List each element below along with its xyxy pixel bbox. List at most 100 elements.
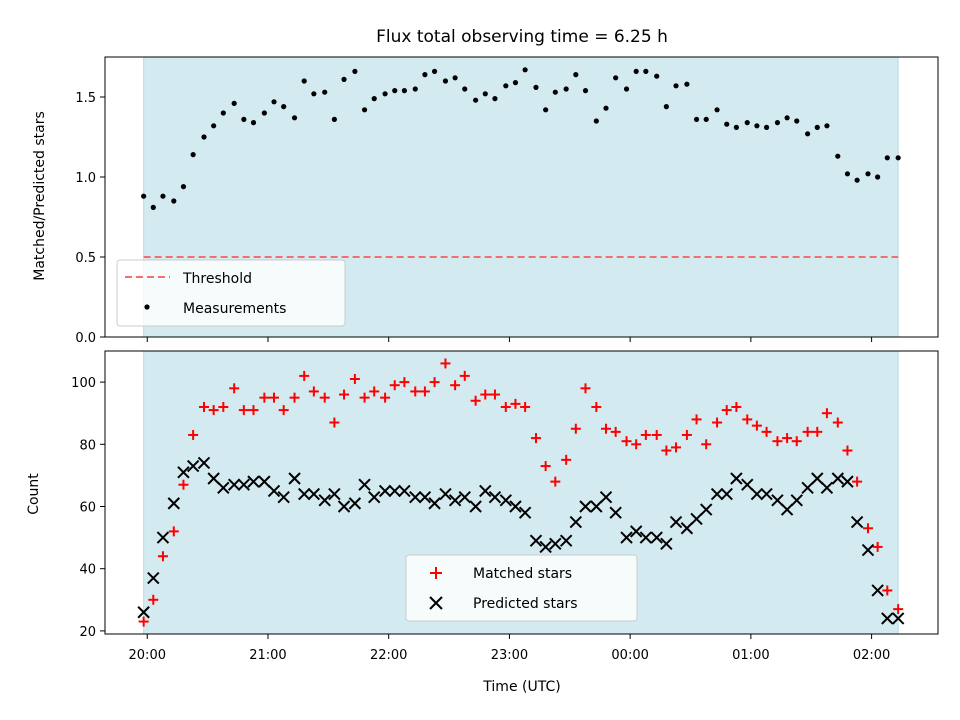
matched-star-point: [610, 426, 621, 437]
predicted-star-point-d2: [639, 531, 653, 544]
predicted-star-point: [780, 503, 794, 516]
matched-star-point: [520, 401, 531, 412]
measurement-point: [744, 120, 750, 126]
matched-star-point: [842, 445, 853, 456]
measurement-point: [763, 124, 770, 130]
predicted-star-point: [267, 484, 281, 498]
measurement-point: [160, 193, 166, 199]
matched-star-point: [550, 476, 561, 487]
measurement-point: [512, 80, 519, 86]
matched-star-point: [248, 405, 259, 416]
predicted-star-point-d2: [590, 500, 603, 513]
matched-star-point: [489, 389, 500, 400]
y-tick-label: 0.5: [75, 251, 96, 266]
matched-star-point: [580, 383, 591, 394]
measurement-point: [875, 174, 881, 180]
predicted-star-point: [186, 459, 200, 473]
legend-threshold-label: Threshold: [182, 271, 252, 287]
predicted-star-point: [559, 534, 573, 547]
measurement-point: [412, 86, 418, 92]
predicted-star-point: [629, 525, 643, 538]
predicted-star-point: [881, 612, 894, 625]
measurement-point: [431, 68, 438, 74]
matched-star-point: [661, 445, 672, 456]
predicted-star-point-d2: [669, 515, 683, 529]
matched-star-point: [218, 401, 229, 412]
measurement-point: [190, 152, 196, 158]
measurement-point: [824, 123, 830, 129]
predicted-star-point-d2: [358, 478, 371, 491]
measurement-point: [633, 68, 639, 74]
predicted-star-point-d2: [529, 534, 543, 547]
predicted-star-point: [871, 584, 884, 597]
predicted-star-point-d2: [569, 515, 583, 529]
legend-matched-swatch: [430, 567, 442, 579]
predicted-star-point-d2: [488, 490, 502, 504]
measurement-point: [462, 86, 468, 92]
predicted-star-point-d2: [297, 487, 311, 501]
predicted-star-point-d2: [217, 481, 230, 495]
matched-star-point: [339, 389, 350, 400]
predicted-star-point: [217, 481, 230, 495]
predicted-star-point: [590, 500, 603, 513]
predicted-star-point: [247, 475, 260, 488]
measurement-point: [171, 198, 177, 204]
matched-star-point: [712, 417, 723, 428]
predicted-star-point-d2: [378, 484, 392, 498]
predicted-star-point: [529, 534, 543, 547]
legend-measurements-swatch: [144, 304, 150, 310]
predicted-star-point: [760, 487, 773, 501]
bottom-legend-box: [405, 554, 638, 622]
measurement-point: [573, 72, 579, 78]
predicted-star-point: [156, 531, 170, 544]
axes-frame: [104, 350, 939, 635]
predicted-star-point: [488, 490, 502, 504]
matched-star-point: [138, 616, 149, 627]
predicted-star-point-d2: [841, 475, 854, 488]
predicted-star-point: [368, 490, 381, 504]
predicted-star-point-d2: [328, 487, 341, 501]
predicted-star-point-d2: [418, 490, 432, 504]
measurement-point: [442, 78, 449, 84]
matched-star-point: [148, 594, 159, 605]
measurement-point: [714, 107, 720, 113]
predicted-star-point: [850, 515, 864, 529]
predicted-star-point: [579, 500, 592, 513]
predicted-star-point: [137, 606, 150, 619]
predicted-star-point-d2: [518, 506, 532, 519]
predicted-star-point-d2: [820, 481, 834, 495]
predicted-star-point-d2: [790, 494, 803, 507]
matched-star-point: [621, 436, 632, 447]
matched-star-point: [802, 426, 813, 437]
predicted-star-point-d2: [479, 484, 492, 498]
matched-star-point: [440, 358, 451, 369]
matched-star-point: [832, 417, 843, 428]
measurement-point: [854, 177, 860, 183]
legend-predicted-label: Predicted stars: [473, 596, 578, 612]
predicted-star-point: [620, 531, 633, 544]
matched-star-point: [882, 585, 893, 596]
predicted-star-point: [499, 494, 513, 507]
predicted-star-point: [227, 478, 241, 491]
predicted-star-point-d2: [579, 500, 592, 513]
matched-star-point: [329, 417, 340, 428]
measurement-point: [371, 96, 377, 102]
predicted-star-point-d2: [720, 487, 733, 501]
predicted-star-point: [469, 500, 482, 513]
bottom-y-axis-label: Count: [26, 473, 42, 515]
matched-star-point: [691, 414, 702, 425]
measurement-point: [150, 204, 156, 210]
predicted-star-point: [700, 503, 713, 516]
predicted-star-point: [337, 500, 351, 513]
x-tick-label: 01:00: [732, 648, 769, 663]
measurement-point: [754, 123, 760, 129]
matched-star-point: [380, 392, 391, 403]
predicted-star-point: [388, 484, 401, 498]
matched-star-point: [459, 370, 470, 381]
measurement-point: [593, 118, 599, 124]
predicted-star-point-d2: [680, 522, 694, 535]
measurement-point: [341, 76, 347, 82]
measurement-point: [582, 88, 589, 94]
matched-star-point: [269, 392, 280, 403]
matched-star-point: [450, 380, 461, 391]
